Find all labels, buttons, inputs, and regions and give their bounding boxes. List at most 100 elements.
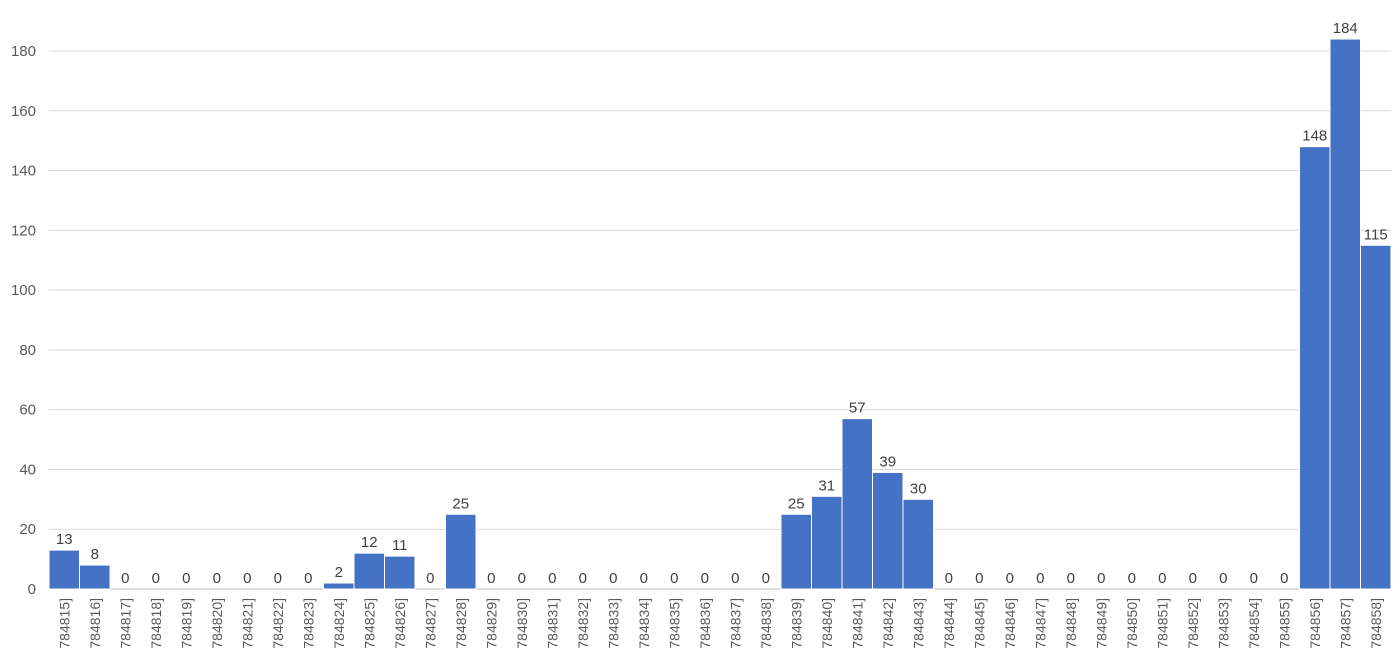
x-tick-label: 784853]: [1215, 598, 1231, 649]
x-tick-label: 784858]: [1368, 598, 1384, 649]
data-label: 11: [392, 537, 408, 554]
x-tick-label: 784835]: [666, 598, 682, 649]
data-label: 0: [1189, 570, 1197, 587]
data-label: 184: [1333, 20, 1358, 37]
x-tick-label: 784830]: [514, 598, 530, 649]
data-label: 0: [487, 570, 495, 587]
x-tick-label: 784848]: [1063, 598, 1079, 649]
data-label: 0: [274, 570, 282, 587]
bar: [445, 513, 477, 590]
bar: [323, 582, 355, 590]
data-label: 2: [335, 564, 343, 581]
bar: [1360, 244, 1392, 590]
x-tick-label: 784821]: [239, 598, 255, 649]
data-label: 0: [1219, 570, 1227, 587]
x-tick-label: 784843]: [910, 598, 926, 649]
data-label: 0: [426, 570, 434, 587]
bar: [872, 471, 904, 590]
data-label: 115: [1364, 226, 1388, 243]
bar: [1329, 38, 1361, 590]
x-tick-label: 784832]: [575, 598, 591, 649]
gridlines: [49, 50, 1391, 590]
data-label: 0: [945, 570, 953, 587]
data-label: 8: [91, 546, 99, 563]
data-label: 0: [1158, 570, 1166, 587]
bar: [841, 418, 873, 590]
data-label: 0: [121, 570, 129, 587]
x-tick-label: 784815]: [56, 598, 72, 649]
y-tick-label: 100: [11, 282, 36, 299]
data-label: 0: [1067, 570, 1075, 587]
x-tick-label: 784856]: [1307, 598, 1323, 649]
x-tick-label: 784816]: [87, 598, 103, 649]
data-label: 0: [670, 570, 678, 587]
bar: [353, 552, 385, 590]
x-tick-label: 784844]: [941, 598, 957, 649]
x-tick-label: 784833]: [605, 598, 621, 649]
bar: [1299, 146, 1331, 590]
x-tick-label: 784854]: [1246, 598, 1262, 649]
data-label: 0: [1097, 570, 1105, 587]
bar: [79, 564, 111, 590]
data-label: 148: [1302, 128, 1327, 145]
x-tick-label: 784828]: [453, 598, 469, 649]
data-label: 30: [910, 480, 927, 497]
y-tick-label: 160: [11, 103, 36, 120]
x-tick-label: 784849]: [1093, 598, 1109, 649]
x-tick-label: 784834]: [636, 598, 652, 649]
x-tick-label: 784846]: [1002, 598, 1018, 649]
data-label: 0: [731, 570, 739, 587]
data-label: 0: [1250, 570, 1258, 587]
x-tick-label: 784825]: [361, 598, 377, 649]
data-label: 0: [243, 570, 251, 587]
x-axis-ticks: 784815] 784816] 784817] 784818] 784819] 78482…: [56, 598, 1384, 649]
x-tick-label: 784857]: [1337, 598, 1353, 649]
data-label: 57: [849, 400, 866, 417]
bar: [384, 555, 416, 590]
data-label: 0: [609, 570, 617, 587]
x-tick-label: 784820]: [209, 598, 225, 649]
x-tick-label: 784841]: [849, 598, 865, 649]
x-tick-label: 784845]: [971, 598, 987, 649]
x-tick-label: 784824]: [331, 598, 347, 649]
data-label: 25: [788, 495, 805, 512]
bar: [48, 549, 80, 590]
x-tick-label: 784818]: [148, 598, 164, 649]
x-tick-label: 784829]: [483, 598, 499, 649]
data-label: 0: [182, 570, 190, 587]
x-tick-label: 784850]: [1124, 598, 1140, 649]
x-tick-label: 784837]: [727, 598, 743, 649]
x-tick-label: 784855]: [1276, 598, 1292, 649]
y-tick-label: 180: [11, 43, 36, 60]
x-tick-label: 784851]: [1154, 598, 1170, 649]
x-tick-label: 784838]: [758, 598, 774, 649]
y-tick-label: 140: [11, 163, 36, 180]
data-label: 0: [1006, 570, 1014, 587]
data-label: 0: [548, 570, 556, 587]
x-tick-label: 784839]: [788, 598, 804, 649]
data-label: 0: [1128, 570, 1136, 587]
data-labels: 13 8 0 0 0 0 0 0 0 2 12 11 0 25 0 0 0 0 0 0 0 0 0 0 25 31 57 39 30 0 0…: [56, 20, 1388, 587]
data-label: 0: [213, 570, 221, 587]
data-label: 0: [152, 570, 160, 587]
x-tick-label: 784817]: [117, 598, 133, 649]
y-tick-label: 0: [28, 581, 36, 598]
data-label: 0: [518, 570, 526, 587]
bar: [780, 513, 812, 590]
x-tick-label: 784831]: [544, 598, 560, 649]
data-label: 0: [304, 570, 312, 587]
x-tick-label: 784842]: [880, 598, 896, 649]
data-label: 0: [1036, 570, 1044, 587]
data-label: 0: [701, 570, 709, 587]
y-tick-label: 80: [19, 342, 36, 359]
x-tick-label: 784819]: [178, 598, 194, 649]
x-tick-label: 784827]: [422, 598, 438, 649]
data-label: 25: [452, 495, 469, 512]
data-label: 0: [975, 570, 983, 587]
y-axis-ticks: 0 20 40 60 80 100 120 140 160 180: [11, 43, 36, 598]
y-tick-label: 120: [11, 222, 36, 239]
y-tick-label: 40: [19, 461, 36, 478]
x-tick-label: 784823]: [300, 598, 316, 649]
x-tick-label: 784826]: [392, 598, 408, 649]
